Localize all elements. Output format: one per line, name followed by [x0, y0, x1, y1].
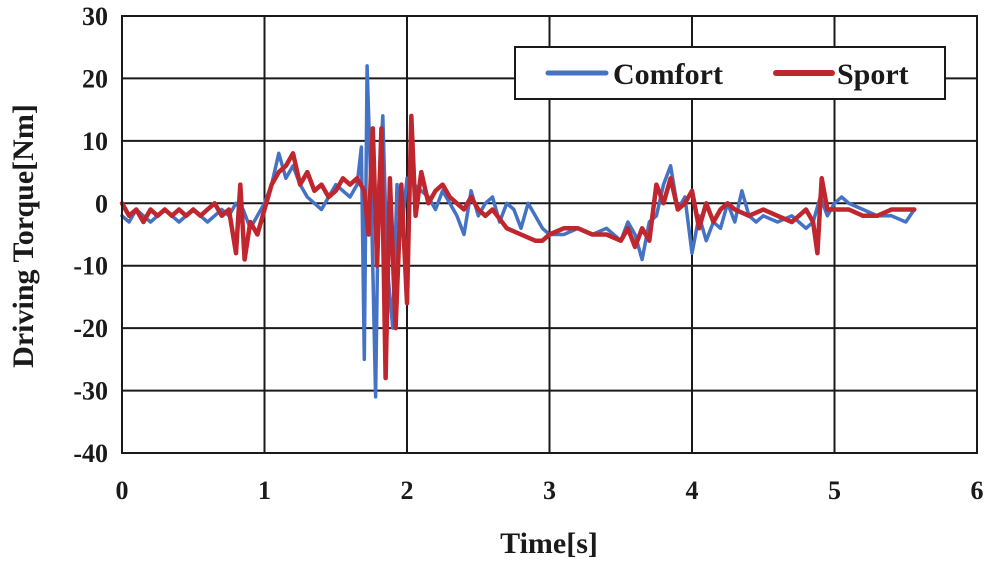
x-tick-label: 3 [543, 476, 556, 505]
x-tick-label: 4 [686, 476, 699, 505]
x-tick-label: 1 [258, 476, 271, 505]
legend: Comfort Sport [514, 46, 946, 100]
x-tick-label: 6 [971, 476, 984, 505]
y-tick-label: -20 [73, 314, 108, 343]
y-tick-label: -30 [73, 377, 108, 406]
x-tick-label: 0 [116, 476, 129, 505]
y-axis-title: Driving Torque[Nm] [7, 104, 40, 368]
plot-frame [121, 15, 978, 454]
x-tick-label: 5 [828, 476, 841, 505]
y-tick-label: 30 [82, 2, 108, 31]
legend-label-sport: Sport [837, 58, 909, 91]
tick-labels: 30 20 10 0 -10 -20 -30 -40 0 1 2 3 4 5 6 [73, 2, 983, 505]
y-tick-label: 0 [95, 189, 108, 218]
legend-label-comfort: Comfort [613, 58, 723, 91]
y-tick-label: -10 [73, 252, 108, 281]
y-tick-label: 20 [82, 64, 108, 93]
y-tick-label: 10 [82, 127, 108, 156]
y-tick-label: -40 [73, 439, 108, 468]
series-line-comfort [120, 64, 917, 399]
x-axis-title: Time[s] [500, 527, 598, 560]
series-line-sport [119, 113, 917, 381]
series-lines [119, 64, 917, 399]
x-tick-label: 2 [401, 476, 414, 505]
